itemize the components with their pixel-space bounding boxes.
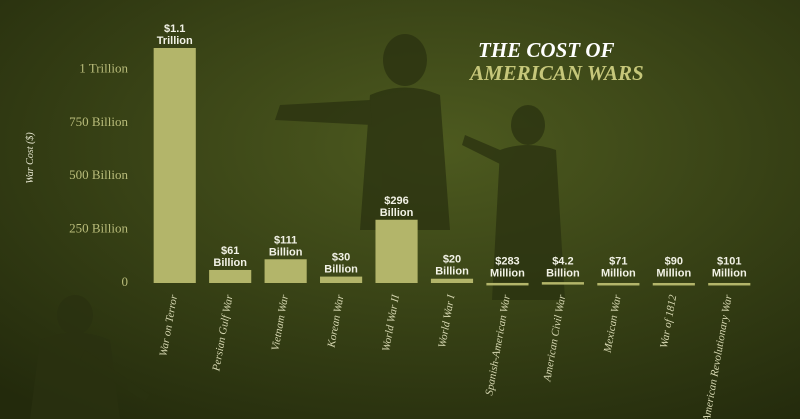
value-label: $1.1 Trillion bbox=[157, 23, 193, 47]
y-tick-label: 0 bbox=[122, 274, 129, 289]
chart-title: THE COST OF bbox=[478, 38, 615, 62]
chart-subtitle: AMERICAN WARS bbox=[468, 61, 644, 85]
y-tick-label: 250 Billion bbox=[69, 221, 128, 236]
value-label: $71 Million bbox=[601, 256, 636, 280]
bar bbox=[597, 282, 640, 286]
value-label: $101 Million bbox=[712, 256, 747, 280]
value-label: $61 Billion bbox=[213, 245, 247, 269]
bar bbox=[264, 259, 307, 283]
value-label: $30 Billion bbox=[324, 252, 358, 276]
y-axis-label: War Cost ($) bbox=[25, 132, 36, 184]
y-tick-label: 500 Billion bbox=[69, 167, 128, 182]
value-label: $296 Billion bbox=[380, 195, 414, 219]
value-label: $111 Billion bbox=[269, 234, 303, 258]
bar bbox=[486, 282, 529, 286]
value-label: $20 Billion bbox=[435, 254, 469, 278]
value-label: $90 Million bbox=[656, 256, 691, 280]
y-tick-label: 1 Trillion bbox=[79, 60, 128, 75]
bar bbox=[541, 282, 584, 285]
bar bbox=[708, 282, 751, 286]
bar bbox=[320, 276, 363, 283]
bar bbox=[153, 48, 196, 283]
y-tick-label: 750 Billion bbox=[69, 114, 128, 129]
silhouettes bbox=[30, 34, 565, 419]
bar bbox=[652, 282, 695, 286]
bar bbox=[430, 278, 474, 283]
value-label: $283 Million bbox=[490, 256, 525, 280]
bar bbox=[209, 269, 252, 283]
bar bbox=[375, 219, 418, 283]
value-label: $4.2 Billion bbox=[546, 256, 580, 280]
